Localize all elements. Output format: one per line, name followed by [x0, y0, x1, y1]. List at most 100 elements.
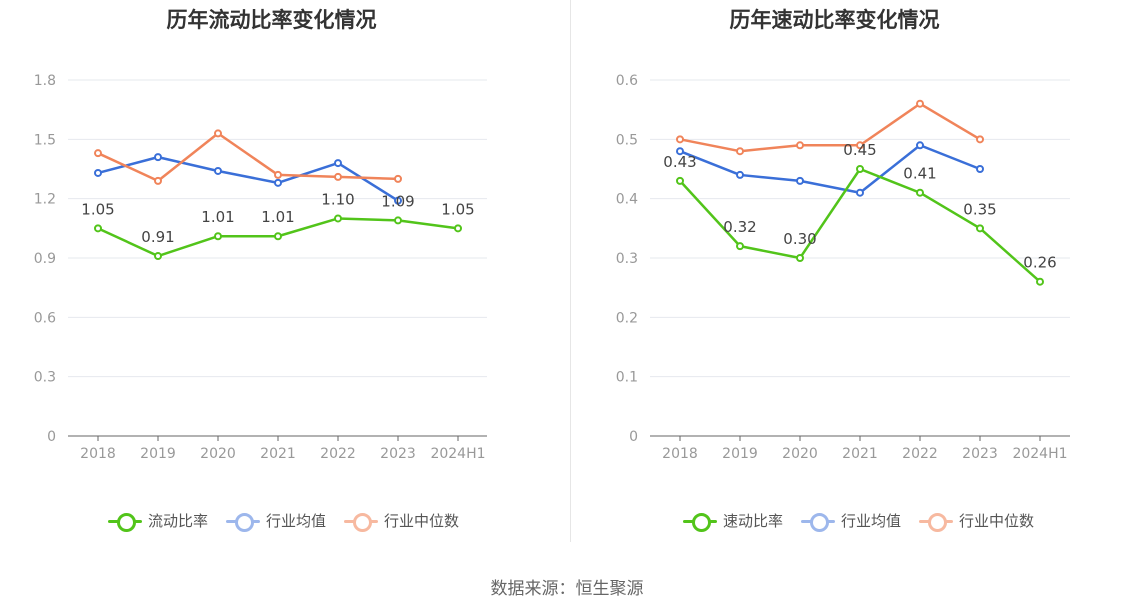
- data-point: [334, 172, 342, 181]
- x-tick-label: 2019: [722, 446, 758, 462]
- data-point: [976, 165, 984, 173]
- x-tick-label: 2024H1: [430, 446, 485, 462]
- legend-marker-icon: [344, 511, 378, 532]
- data-point: [856, 141, 864, 150]
- y-tick-label: 0.1: [616, 370, 638, 386]
- x-tick-label: 2018: [80, 446, 116, 462]
- x-tick-label: 2022: [902, 446, 938, 462]
- data-label: 1.01: [201, 208, 234, 226]
- legend-item-industry-mean[interactable]: 行业均值: [225, 510, 326, 532]
- y-tick-label: 0.5: [616, 132, 638, 148]
- legend-marker-icon: [107, 511, 142, 532]
- current-ratio-chart-panel: 历年流动比率变化情况 0 0.3 0.6 0.9 1.2 1.5 1.8 2018 2019 20…: [0, 0, 567, 545]
- data-label: 0.41: [903, 165, 936, 183]
- legend-item-quick-ratio[interactable]: 速动比率: [682, 510, 783, 532]
- data-point: [274, 178, 282, 187]
- data-point: [94, 168, 102, 177]
- data-point: [154, 176, 162, 185]
- y-tick-label: 0: [47, 429, 56, 445]
- series-line: [679, 102, 981, 153]
- data-point: [676, 176, 684, 185]
- data-point: [394, 174, 402, 183]
- x-tick-label: 2024H1: [1012, 446, 1067, 462]
- series-line: [679, 144, 981, 194]
- data-label: 0.91: [141, 228, 174, 246]
- legend-label: 速动比率: [722, 512, 783, 530]
- data-point: [214, 166, 222, 175]
- legend-item-industry-median[interactable]: 行业中位数: [919, 510, 1035, 532]
- data-point: [676, 135, 684, 144]
- data-point: [856, 188, 864, 197]
- chart-legend: 流动比率 行业均值 行业中位数: [0, 510, 567, 532]
- data-point: [736, 170, 744, 179]
- x-tick-label: 2020: [782, 446, 818, 462]
- y-tick-label: 0.3: [616, 251, 638, 267]
- data-point: [736, 242, 744, 251]
- x-tick-label: 2019: [140, 446, 176, 462]
- data-point: [274, 232, 282, 241]
- data-label: 1.05: [441, 200, 474, 218]
- x-tick-label: 2021: [842, 446, 878, 462]
- data-point: [454, 224, 462, 233]
- legend-marker-icon: [682, 511, 717, 532]
- data-label: 0.45: [843, 141, 876, 159]
- data-point: [796, 254, 804, 262]
- data-point: [394, 196, 402, 205]
- quick-ratio-plot: 0 0.1 0.2 0.3 0.4 0.5 0.6 2018 2019 2020 2021 2022 2…: [616, 73, 1070, 462]
- data-point: [154, 153, 162, 162]
- data-label: 0.35: [963, 200, 996, 218]
- data-point: [796, 176, 804, 185]
- data-point: [676, 147, 684, 156]
- legend-item-industry-mean[interactable]: 行业均值: [800, 510, 901, 532]
- y-tick-label: 0: [629, 429, 638, 445]
- legend-label: 行业中位数: [384, 512, 460, 530]
- data-point: [736, 147, 744, 156]
- legend-marker-icon: [800, 511, 835, 532]
- y-tick-label: 0.9: [34, 251, 56, 267]
- x-tick-label: 2020: [200, 446, 236, 462]
- data-point: [214, 129, 222, 138]
- data-point: [916, 141, 924, 150]
- quick-ratio-chart-panel: 历年速动比率变化情况 0 0.1 0.2 0.3 0.4 0.5 0.6 2018 2019 20…: [583, 0, 1134, 545]
- data-point: [274, 170, 282, 179]
- y-tick-label: 1.8: [34, 73, 56, 89]
- x-tick-label: 2021: [260, 446, 296, 462]
- data-point: [94, 224, 102, 233]
- x-tick-label: 2022: [320, 446, 356, 462]
- data-label: 0.43: [663, 153, 696, 171]
- y-tick-label: 0.4: [616, 192, 638, 208]
- y-tick-label: 0.6: [34, 310, 56, 326]
- data-point: [916, 188, 924, 197]
- data-point: [334, 159, 342, 168]
- data-point: [796, 141, 804, 150]
- legend-label: 行业均值: [265, 512, 326, 530]
- legend-label: 流动比率: [147, 512, 208, 530]
- data-label: 0.32: [723, 218, 756, 236]
- data-label: 0.30: [783, 230, 816, 248]
- series-line: [97, 132, 399, 183]
- data-point: [856, 165, 864, 173]
- current-ratio-plot: 0 0.3 0.6 0.9 1.2 1.5 1.8 2018 2019 2020 2021 2022 2…: [34, 73, 487, 462]
- legend-item-current-ratio[interactable]: 流动比率: [107, 510, 208, 532]
- data-point: [334, 214, 342, 223]
- data-point: [1036, 277, 1044, 286]
- data-label: 1.01: [261, 208, 294, 226]
- chart-title: 历年流动比率变化情况: [166, 8, 377, 32]
- legend-label: 行业中位数: [959, 512, 1035, 530]
- data-point: [916, 99, 924, 108]
- data-point: [214, 232, 222, 241]
- chart-legend: 速动比率 行业均值 行业中位数: [583, 510, 1134, 532]
- data-point: [394, 216, 402, 225]
- y-tick-label: 1.5: [34, 132, 56, 148]
- legend-item-industry-median[interactable]: 行业中位数: [344, 510, 460, 532]
- y-tick-label: 0.2: [616, 310, 638, 326]
- y-tick-label: 0.6: [616, 73, 638, 89]
- x-tick-label: 2023: [962, 446, 998, 462]
- data-label: 1.05: [81, 200, 114, 218]
- data-label: 1.09: [381, 192, 414, 210]
- x-tick-label: 2023: [380, 446, 416, 462]
- data-point: [94, 149, 102, 158]
- data-source-note: 数据来源：恒生聚源: [490, 579, 644, 599]
- data-label: 1.10: [321, 190, 354, 208]
- legend-marker-icon: [919, 511, 953, 532]
